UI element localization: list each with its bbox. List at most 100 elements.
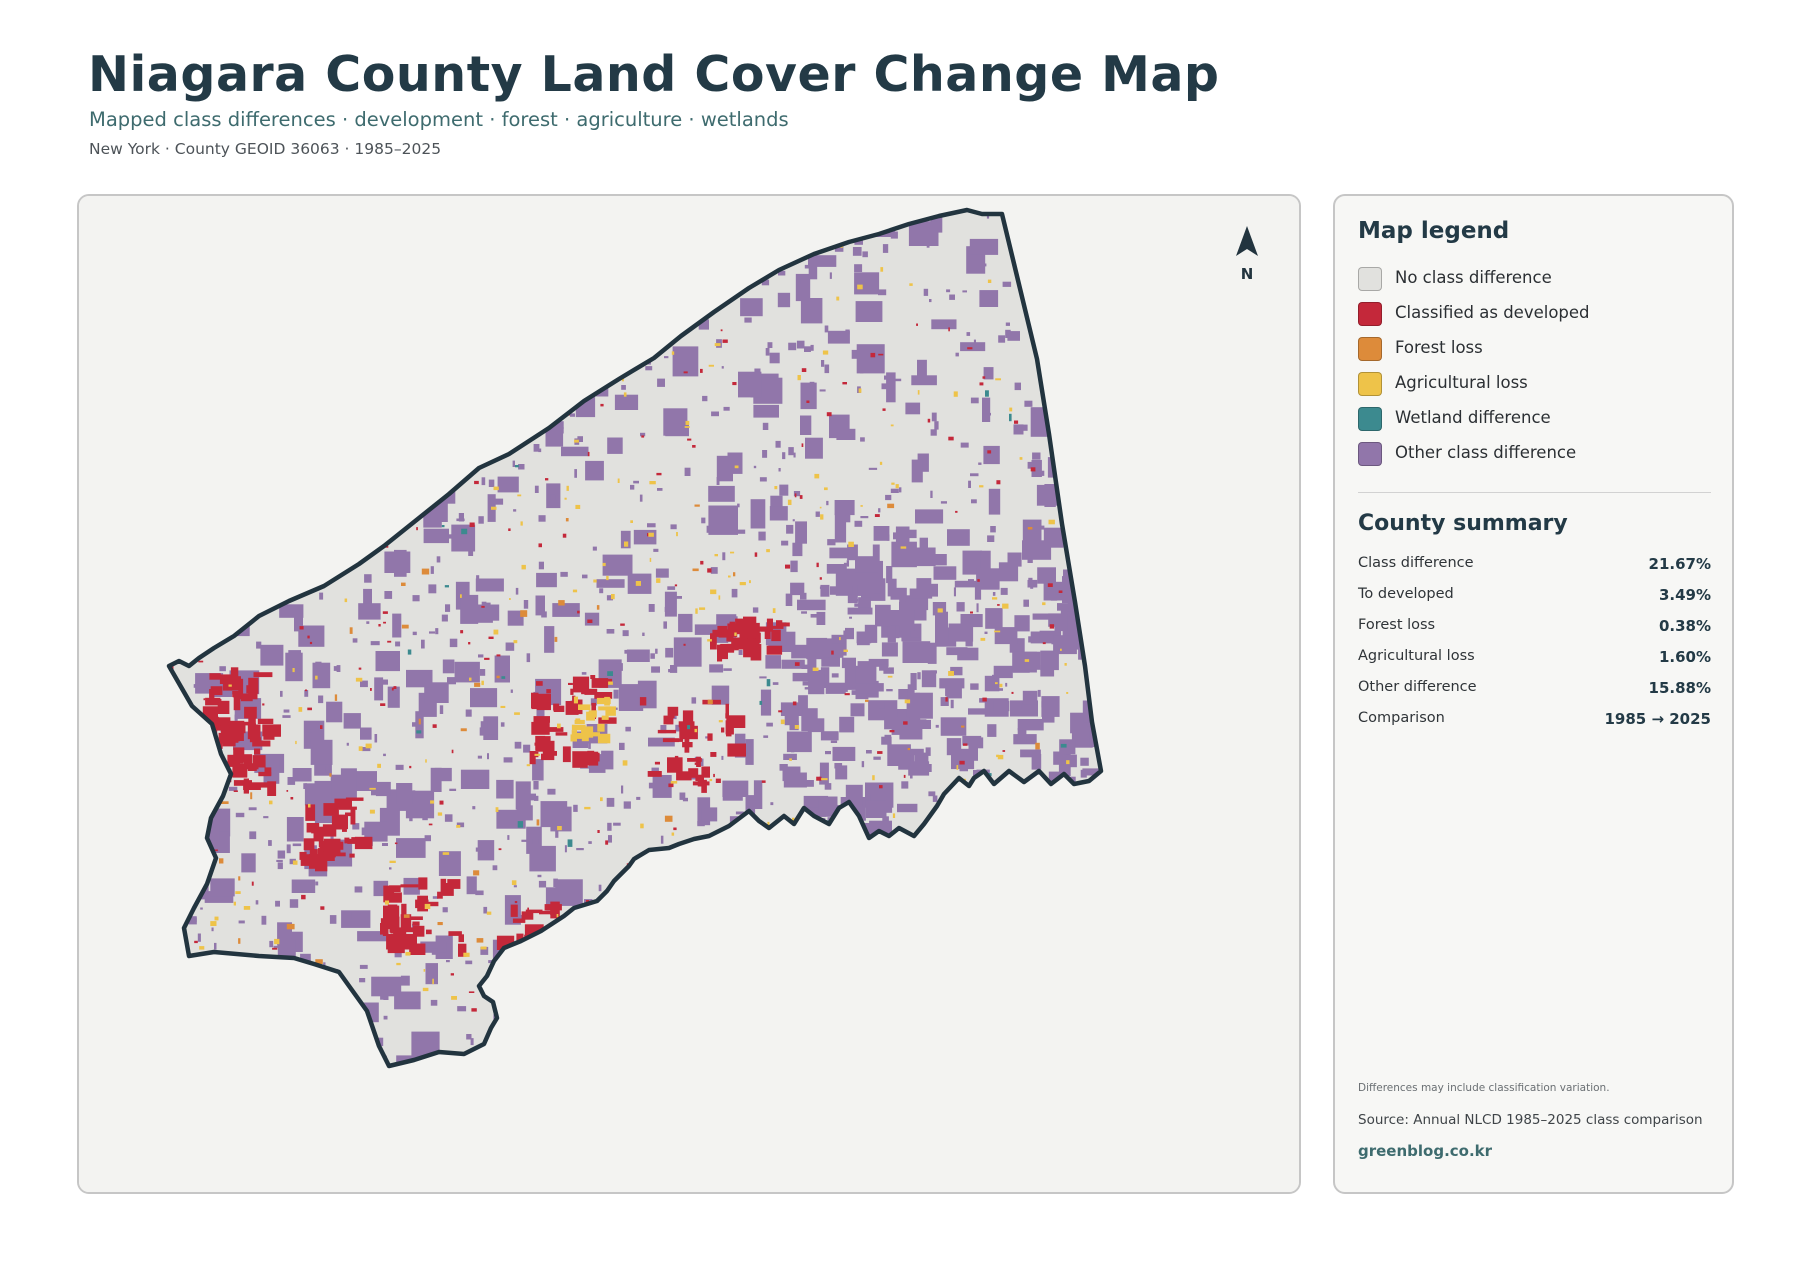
other-difference-patch	[1057, 603, 1072, 611]
other-difference-patch	[182, 616, 188, 624]
developed-patch	[251, 881, 254, 886]
other-difference-patch	[670, 524, 677, 530]
developed-patch	[448, 931, 462, 936]
other-difference-patch	[1031, 917, 1034, 925]
other-difference-patch	[990, 526, 996, 533]
agricultural-loss-patch	[233, 901, 236, 906]
developed-patch	[229, 722, 246, 734]
other-difference-patch	[875, 604, 891, 627]
developed-patch	[222, 676, 241, 691]
other-difference-patch	[414, 312, 422, 318]
other-difference-patch	[183, 877, 189, 886]
agricultural-loss-patch	[941, 948, 944, 950]
other-difference-patch	[575, 924, 579, 933]
other-difference-patch	[721, 755, 724, 760]
other-difference-patch	[198, 802, 203, 805]
developed-patch	[878, 353, 884, 356]
developed-patch	[546, 689, 551, 694]
developed-patch	[309, 641, 313, 645]
other-difference-patch	[1093, 620, 1101, 640]
other-difference-patch	[256, 1049, 260, 1056]
forest-loss-patch	[476, 938, 484, 943]
other-difference-patch	[617, 964, 624, 971]
developed-patch	[233, 790, 238, 792]
other-difference-patch	[1022, 519, 1042, 546]
agricultural-loss-patch	[789, 758, 792, 761]
developed-patch	[309, 849, 318, 856]
other-difference-patch	[778, 270, 786, 276]
other-difference-patch	[283, 709, 290, 713]
other-difference-patch	[991, 901, 996, 907]
developed-patch	[305, 689, 307, 692]
developed-patch	[612, 339, 616, 343]
agricultural-loss-patch	[676, 532, 678, 537]
county-map[interactable]: N	[79, 196, 1301, 1194]
other-difference-patch	[587, 1003, 614, 1013]
other-difference-patch	[523, 214, 545, 226]
developed-patch	[794, 662, 800, 666]
agricultural-loss-patch	[734, 632, 737, 636]
other-difference-patch	[581, 672, 587, 675]
other-difference-patch	[415, 711, 424, 739]
agricultural-loss-patch	[767, 821, 770, 827]
other-difference-patch	[425, 963, 438, 985]
developed-patch	[636, 924, 656, 929]
site-link[interactable]: greenblog.co.kr	[1358, 1142, 1493, 1160]
other-difference-patch	[1094, 819, 1101, 826]
other-difference-patch	[441, 614, 448, 622]
other-difference-patch	[973, 827, 992, 837]
other-difference-patch	[1064, 616, 1085, 626]
other-difference-patch	[854, 520, 863, 527]
other-difference-patch	[374, 677, 384, 701]
other-difference-patch	[169, 620, 170, 625]
developed-patch	[721, 727, 725, 733]
other-difference-patch	[951, 1062, 961, 1066]
other-difference-patch	[375, 781, 391, 797]
agricultural-loss-patch	[216, 571, 220, 577]
other-difference-patch	[195, 577, 200, 581]
other-difference-patch	[534, 795, 539, 801]
developed-patch	[542, 727, 546, 731]
other-difference-patch	[1112, 433, 1115, 437]
other-difference-patch	[683, 843, 710, 868]
other-difference-patch	[818, 971, 847, 991]
other-difference-patch	[1037, 1070, 1064, 1093]
agricultural-loss-patch	[707, 639, 712, 642]
agricultural-loss-patch	[500, 705, 506, 708]
developed-patch	[673, 827, 677, 831]
other-difference-patch	[905, 402, 921, 415]
other-difference-patch	[857, 661, 877, 671]
other-difference-patch	[534, 485, 539, 493]
other-difference-patch	[985, 608, 1003, 629]
other-difference-patch	[534, 325, 539, 331]
other-difference-patch	[971, 499, 977, 504]
forest-loss-patch	[536, 819, 540, 826]
other-difference-patch	[221, 365, 237, 388]
other-difference-patch	[938, 823, 956, 840]
other-difference-patch	[621, 385, 626, 390]
agricultural-loss-patch	[685, 420, 690, 425]
other-difference-patch	[827, 539, 836, 546]
other-difference-patch	[630, 484, 635, 490]
other-difference-patch	[696, 276, 718, 307]
agricultural-loss-patch	[824, 487, 828, 491]
agricultural-loss-patch	[243, 906, 251, 910]
other-difference-patch	[901, 781, 909, 789]
agricultural-loss-patch	[608, 681, 613, 685]
developed-patch	[250, 782, 270, 788]
other-difference-patch	[860, 894, 884, 916]
agricultural-loss-patch	[606, 575, 609, 581]
other-difference-patch	[665, 647, 674, 658]
other-difference-patch	[988, 1014, 1003, 1041]
developed-patch	[354, 836, 373, 850]
map-panel[interactable]: N	[77, 194, 1301, 1194]
other-difference-patch	[778, 468, 781, 472]
other-difference-patch	[244, 1047, 247, 1056]
other-difference-patch	[1032, 452, 1041, 460]
developed-patch	[577, 610, 580, 614]
other-difference-patch	[764, 915, 774, 918]
other-difference-patch	[249, 831, 257, 840]
developed-patch	[725, 703, 729, 716]
other-difference-patch	[392, 613, 402, 638]
agricultural-loss-patch	[926, 984, 930, 990]
